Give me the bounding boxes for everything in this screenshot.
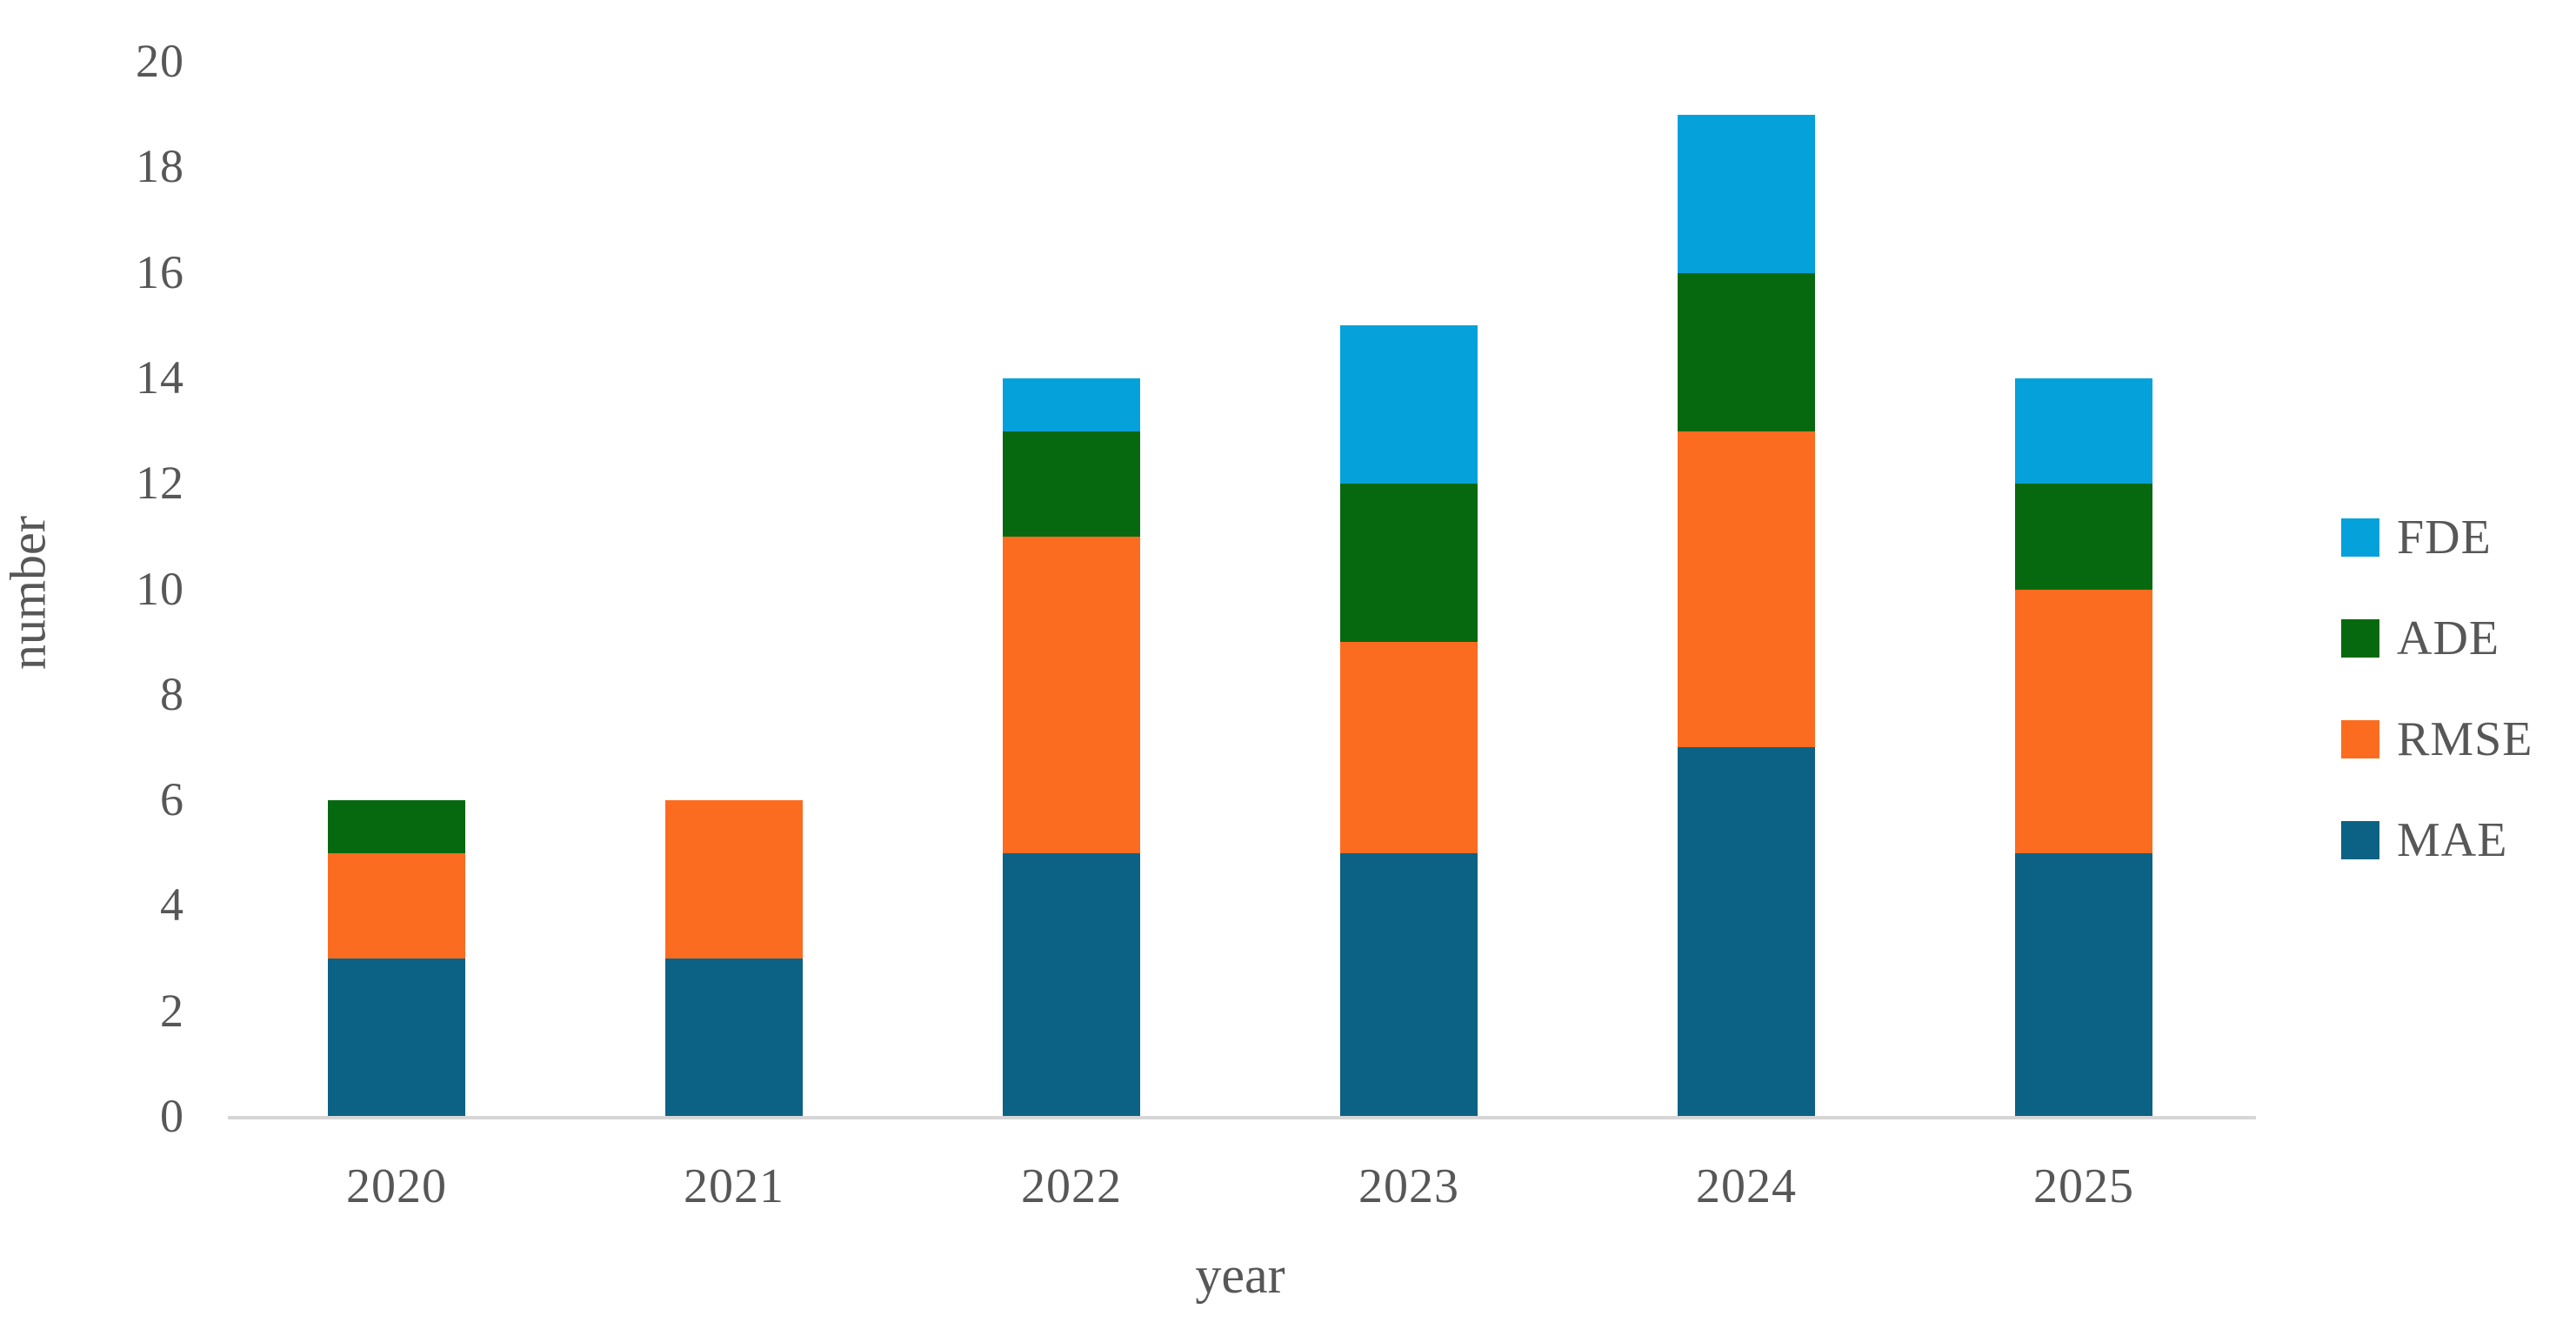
bar-segment-rmse-2025 (2015, 589, 2152, 853)
legend-swatch-fde (2341, 518, 2379, 557)
bar-segment-mae-2023 (1340, 852, 1478, 1117)
x-axis-title: year (1195, 1246, 1285, 1304)
legend-item-fde: FDE (2341, 511, 2533, 564)
legend-swatch-ade (2341, 619, 2379, 658)
legend-label-fde: FDE (2397, 511, 2492, 564)
bar-segment-fde-2024 (1678, 114, 1815, 273)
bar-segment-mae-2025 (2015, 852, 2152, 1117)
bar-segment-fde-2025 (2015, 377, 2152, 484)
bar-slot-2021 (565, 61, 903, 1117)
legend-label-mae: MAE (2397, 813, 2508, 867)
legend-item-rmse: RMSE (2341, 712, 2533, 766)
bar-segment-fde-2022 (1003, 377, 1140, 431)
bar-segment-mae-2022 (1003, 852, 1140, 1117)
x-axis-tick-labels: 2020 2021 2022 2023 2024 2025 (228, 1159, 2252, 1214)
y-tick-label: 12 (136, 457, 184, 510)
stacked-bar-2021 (665, 800, 803, 1117)
bar-segment-ade-2024 (1678, 272, 1815, 431)
y-tick-label: 8 (160, 667, 184, 720)
x-tick-label-2020: 2020 (346, 1159, 447, 1213)
bar-segment-rmse-2022 (1003, 536, 1140, 853)
bar-segment-ade-2022 (1003, 431, 1140, 537)
y-axis-tick-labels: 0 2 4 6 8 10 12 14 16 18 20 (0, 0, 184, 1336)
x-tick-label-2025: 2025 (2033, 1159, 2134, 1213)
bar-segment-rmse-2023 (1340, 642, 1478, 853)
y-tick-label: 14 (136, 351, 184, 404)
stacked-bar-2024 (1678, 114, 1815, 1117)
bar-segment-ade-2020 (328, 800, 465, 853)
bar-slot-2025 (1915, 61, 2252, 1117)
legend-item-ade: ADE (2341, 611, 2533, 665)
bar-slot-2022 (903, 61, 1240, 1117)
x-tick-label-2024: 2024 (1696, 1159, 1797, 1213)
legend-item-mae: MAE (2341, 813, 2533, 867)
bar-segment-mae-2021 (665, 959, 803, 1117)
y-tick-label: 0 (160, 1090, 184, 1142)
bar-slot-2020 (228, 61, 565, 1117)
y-tick-label: 18 (136, 140, 184, 193)
bar-segment-ade-2023 (1340, 484, 1478, 643)
x-tick-label-2022: 2022 (1021, 1159, 1122, 1213)
bar-segment-fde-2023 (1340, 325, 1478, 484)
legend-label-rmse: RMSE (2397, 712, 2533, 766)
stacked-bar-2023 (1340, 325, 1478, 1117)
y-tick-label: 16 (136, 245, 184, 298)
y-tick-label: 20 (136, 35, 184, 87)
legend-swatch-mae (2341, 821, 2379, 859)
legend-swatch-rmse (2341, 720, 2379, 758)
y-tick-label: 6 (160, 773, 184, 826)
plot-area (228, 61, 2252, 1117)
x-axis-line (228, 1116, 2256, 1119)
y-tick-label: 2 (160, 984, 184, 1037)
y-tick-label: 10 (136, 562, 184, 615)
x-tick-label-2023: 2023 (1358, 1159, 1459, 1213)
stacked-bar-2022 (1003, 377, 1140, 1117)
stacked-bar-2025 (2015, 377, 2152, 1117)
bar-segment-rmse-2020 (328, 852, 465, 959)
y-tick-label: 4 (160, 878, 184, 932)
bar-segment-rmse-2021 (665, 800, 803, 959)
legend-label-ade: ADE (2397, 611, 2500, 665)
stacked-bar-2020 (328, 800, 465, 1117)
bar-segment-mae-2024 (1678, 747, 1815, 1117)
bar-segment-rmse-2024 (1678, 431, 1815, 748)
bar-slot-2024 (1578, 61, 1915, 1117)
bar-segment-mae-2020 (328, 959, 465, 1117)
bar-slot-2023 (1240, 61, 1578, 1117)
bar-segment-ade-2025 (2015, 484, 2152, 590)
y-axis-title: number (0, 515, 57, 671)
chart-legend: FDE ADE RMSE MAE (2341, 511, 2533, 867)
x-tick-label-2021: 2021 (684, 1159, 784, 1213)
